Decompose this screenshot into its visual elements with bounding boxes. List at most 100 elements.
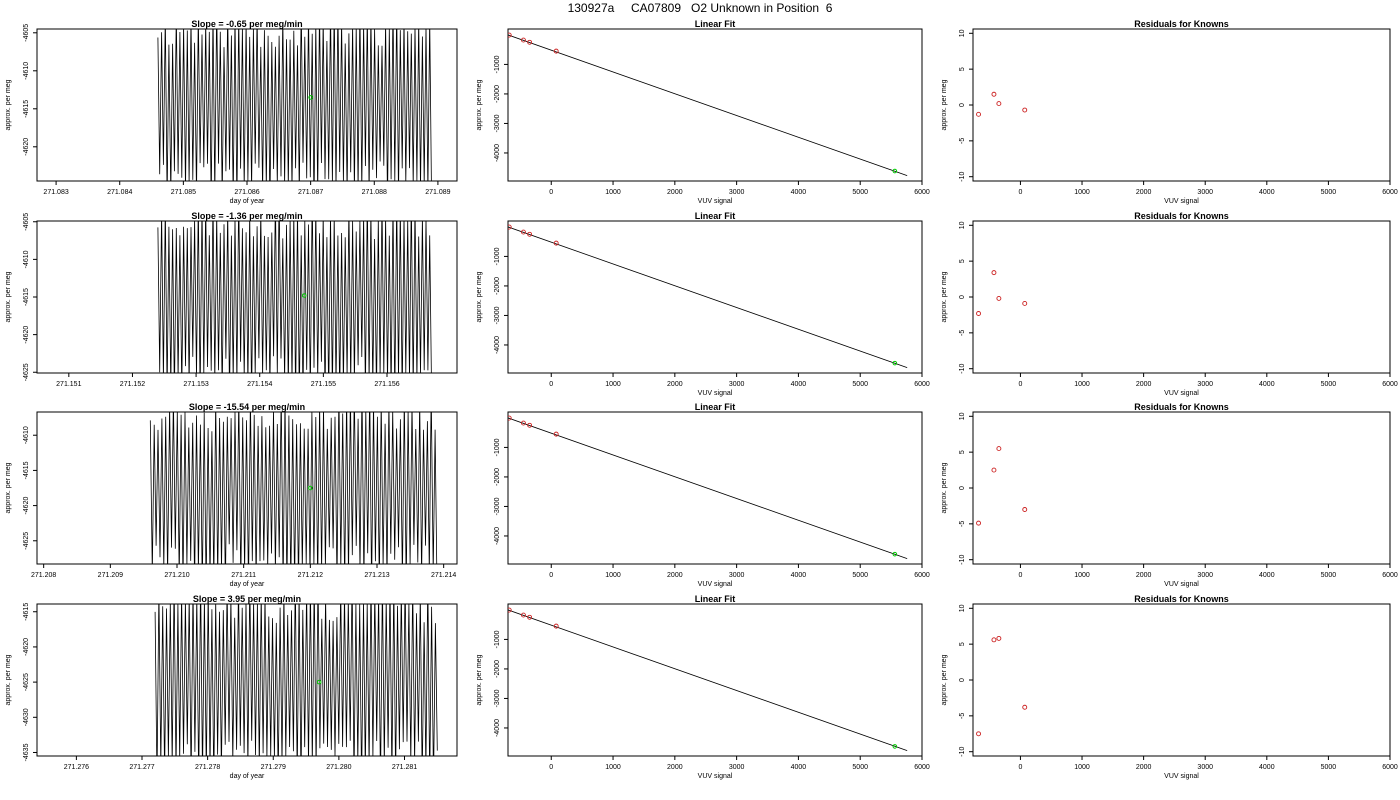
x-tick-label: 2000 bbox=[667, 189, 683, 196]
plot-area bbox=[976, 91, 1028, 117]
x-tick-label: 3000 bbox=[729, 764, 745, 771]
x-tick-label: 1000 bbox=[605, 381, 621, 388]
x-tick-label: 0 bbox=[549, 764, 553, 771]
x-tick-label: 1000 bbox=[605, 764, 621, 771]
row2-fit-panel: Linear Fit 0 1000 2000 3000 4000 5000 6000 -1000… bbox=[476, 211, 930, 397]
y-tick-label: -4000 bbox=[494, 719, 501, 737]
x-tick-label: 4000 bbox=[1259, 189, 1275, 196]
known-point bbox=[553, 48, 559, 54]
plot-area bbox=[508, 224, 908, 368]
y-axis-label: approx. per meg bbox=[476, 271, 483, 322]
x-tick-label: 271.277 bbox=[129, 764, 154, 771]
unknown-point bbox=[308, 95, 313, 100]
plot-area bbox=[976, 446, 1028, 526]
x-tick-label: 271.214 bbox=[431, 572, 456, 579]
x-tick-label: 5000 bbox=[1321, 764, 1337, 771]
plot-frame bbox=[36, 603, 458, 757]
row2-residuals-panel: Residuals for Knowns 0 1000 2000 3000 4000 500… bbox=[941, 211, 1398, 397]
y-tick-label: -4620 bbox=[23, 497, 30, 515]
row2-trace-panel: Slope = -1.36 per meg/min 271.151 271.152 2… bbox=[5, 211, 458, 388]
y-tick-label: -1000 bbox=[494, 438, 501, 456]
data-trace-line bbox=[149, 412, 438, 564]
y-tick-label: 5 bbox=[959, 642, 966, 646]
known-point bbox=[553, 240, 559, 246]
y-axis-label: approx. per meg bbox=[941, 79, 948, 130]
y-tick-label: -5 bbox=[959, 521, 966, 527]
x-tick-label: 3000 bbox=[1197, 381, 1213, 388]
x-axis-label: VUV signal bbox=[1164, 390, 1199, 397]
x-tick-label: 5000 bbox=[1321, 381, 1337, 388]
y-axis-label: approx. per meg bbox=[5, 79, 12, 130]
x-axis-label: VUV signal bbox=[1164, 773, 1199, 780]
x-tick-label: 6000 bbox=[1382, 572, 1398, 579]
x-tick-label: 271.152 bbox=[120, 381, 145, 388]
plot-frame bbox=[972, 603, 1391, 757]
x-tick-label: 271.085 bbox=[171, 189, 196, 196]
residual-point bbox=[991, 270, 997, 276]
y-tick-label: -4615 bbox=[23, 288, 30, 306]
row3-residuals-panel: Residuals for Knowns 0 1000 2000 3000 4000 500… bbox=[941, 402, 1398, 588]
y-tick-label: 10 bbox=[959, 221, 966, 229]
x-tick-label: 0 bbox=[549, 189, 553, 196]
x-tick-label: 0 bbox=[1018, 572, 1022, 579]
y-tick-label: -2000 bbox=[494, 277, 501, 295]
y-tick-label: 0 bbox=[959, 295, 966, 299]
plot-area bbox=[976, 635, 1028, 737]
plot-area bbox=[154, 604, 438, 756]
x-tick-label: 6000 bbox=[1382, 764, 1398, 771]
y-tick-label: 10 bbox=[959, 412, 966, 420]
panel-title: Linear Fit bbox=[695, 402, 736, 412]
plot-area bbox=[976, 270, 1028, 316]
y-tick-label: 10 bbox=[959, 29, 966, 37]
known-point bbox=[508, 607, 512, 613]
y-axis-label: approx. per meg bbox=[941, 654, 948, 705]
x-tick-label: 2000 bbox=[1136, 189, 1152, 196]
x-tick-label: 271.087 bbox=[298, 189, 323, 196]
y-tick-label: -10 bbox=[959, 555, 966, 565]
x-tick-label: 5000 bbox=[1321, 189, 1337, 196]
x-tick-label: 1000 bbox=[1074, 572, 1090, 579]
known-point bbox=[527, 422, 533, 428]
known-point bbox=[553, 623, 559, 629]
x-tick-label: 6000 bbox=[1382, 381, 1398, 388]
known-point bbox=[527, 231, 533, 237]
y-tick-label: -4610 bbox=[23, 250, 30, 268]
y-tick-label: -4000 bbox=[494, 527, 501, 545]
unknown-point bbox=[301, 293, 307, 298]
unknown-point bbox=[316, 679, 322, 685]
plot-frame bbox=[507, 220, 923, 374]
y-axis-label: approx. per meg bbox=[5, 271, 12, 322]
x-tick-label: 271.083 bbox=[43, 189, 68, 196]
residual-point bbox=[996, 635, 1002, 641]
y-tick-label: -4635 bbox=[23, 743, 30, 761]
plot-area bbox=[157, 29, 432, 181]
x-tick-label: 6000 bbox=[914, 189, 930, 196]
x-tick-label: 271.279 bbox=[261, 764, 286, 771]
x-tick-label: 4000 bbox=[1259, 381, 1275, 388]
y-tick-label: 0 bbox=[959, 486, 966, 490]
residual-point bbox=[1022, 107, 1028, 113]
y-tick-label: -5 bbox=[959, 330, 966, 336]
x-tick-label: 271.088 bbox=[362, 189, 387, 196]
y-tick-label: -3000 bbox=[494, 689, 501, 707]
x-tick-label: 6000 bbox=[914, 381, 930, 388]
x-tick-label: 4000 bbox=[791, 189, 807, 196]
x-tick-label: 271.212 bbox=[298, 572, 323, 579]
plot-frame bbox=[507, 603, 923, 757]
y-tick-label: -1000 bbox=[494, 247, 501, 265]
y-tick-label: -4615 bbox=[23, 100, 30, 118]
panel-title: Residuals for Knowns bbox=[1134, 19, 1229, 29]
plot-frame bbox=[507, 28, 923, 182]
y-tick-label: -4620 bbox=[23, 326, 30, 344]
y-tick-label: -4610 bbox=[23, 426, 30, 444]
y-tick-label: -4630 bbox=[23, 708, 30, 726]
y-axis-label: approx. per meg bbox=[941, 462, 948, 513]
y-tick-label: -4605 bbox=[23, 24, 30, 42]
panel-title: Slope = -0.65 per meg/min bbox=[191, 19, 302, 29]
y-tick-label: -3000 bbox=[494, 114, 501, 132]
x-tick-label: 271.276 bbox=[64, 764, 89, 771]
x-tick-label: 5000 bbox=[852, 189, 868, 196]
plot-frame bbox=[972, 220, 1391, 374]
row4-trace-panel: Slope = 3.95 per meg/min 271.276 271.277 27… bbox=[5, 594, 458, 780]
x-tick-label: 271.154 bbox=[247, 381, 272, 388]
